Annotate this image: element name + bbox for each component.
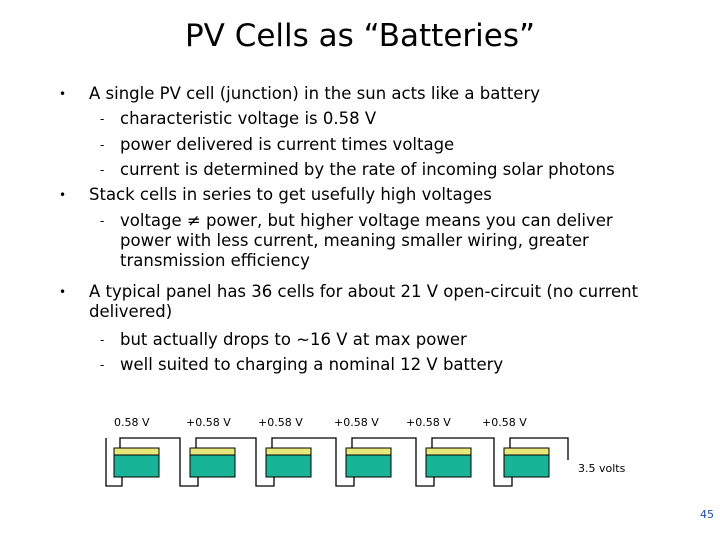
series-wire	[119, 437, 199, 487]
bullet-text-2: Stack cells in series to get usefully hi…	[89, 185, 492, 204]
sub-bullet-marker: -	[100, 112, 105, 126]
bullet-marker: •	[59, 285, 67, 299]
sub-bullet-3-1: but actually drops to ~16 V at max power	[120, 330, 467, 349]
series-wire	[105, 438, 123, 487]
cell-voltage-label: +0.58 V	[186, 416, 231, 429]
series-wire	[509, 437, 569, 460]
bullet-list: • A single PV cell (junction) in the sun…	[59, 84, 639, 374]
series-wire	[431, 437, 513, 487]
sub-bullet-marker: -	[100, 358, 105, 372]
sub-bullet-2-1: voltage ≠ power, but higher voltage mean…	[120, 211, 613, 270]
pv-cell	[189, 454, 236, 478]
total-voltage-label: 3.5 volts	[578, 462, 626, 475]
pv-cell-top	[345, 447, 392, 456]
pv-cell-top	[503, 447, 550, 456]
cell-voltage-label: +0.58 V	[406, 416, 451, 429]
sub-bullet-1-3: current is determined by the rate of inc…	[120, 160, 615, 179]
pv-cell-top	[113, 447, 160, 456]
sub-bullet-marker: -	[100, 214, 105, 228]
sub-bullet-marker: -	[100, 138, 105, 152]
series-wire	[351, 437, 435, 487]
cell-voltage-label: 0.58 V	[114, 416, 150, 429]
pv-cell	[265, 454, 312, 478]
sub-bullet-marker: -	[100, 163, 105, 177]
sub-bullet-1-1: characteristic voltage is 0.58 V	[120, 109, 377, 128]
slide-title: PV Cells as “Batteries”	[184, 18, 536, 54]
bullet-text-1: A single PV cell (junction) in the sun a…	[89, 84, 541, 103]
sub-bullet-1-2: power delivered is current times voltage	[120, 135, 455, 154]
cell-voltage-label: +0.58 V	[334, 416, 379, 429]
series-wire	[271, 437, 355, 487]
pv-cell	[345, 454, 392, 478]
cell-voltage-label: +0.58 V	[482, 416, 527, 429]
pv-cell	[503, 454, 550, 478]
bullet-text-3: A typical panel has 36 cells for about 2…	[89, 282, 639, 321]
sub-bullet-marker: -	[100, 333, 105, 347]
pv-cell-top	[265, 447, 312, 456]
pv-cell	[113, 454, 160, 478]
pv-cell-top	[189, 447, 236, 456]
pv-cell-top	[425, 447, 472, 456]
pv-cell	[425, 454, 472, 478]
bullet-marker: •	[59, 87, 67, 101]
sub-bullet-3-2: well suited to charging a nominal 12 V b…	[120, 355, 504, 374]
bullet-marker: •	[59, 188, 67, 202]
series-wire	[195, 437, 275, 487]
cell-voltage-label: +0.58 V	[258, 416, 303, 429]
page-number: 45	[700, 508, 714, 521]
